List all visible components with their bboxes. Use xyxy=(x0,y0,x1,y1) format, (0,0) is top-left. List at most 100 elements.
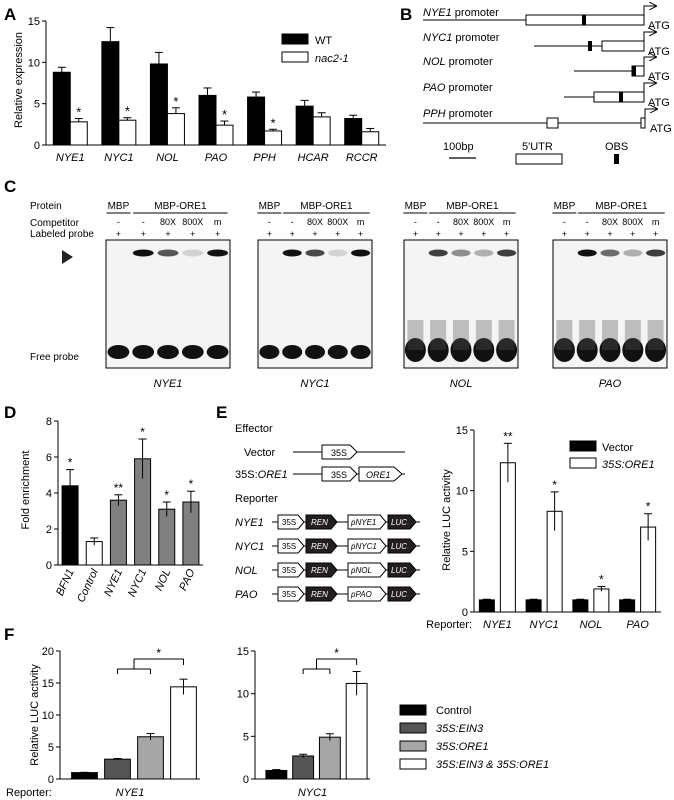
significance-mark: * xyxy=(552,478,557,492)
competitor-value: - xyxy=(268,217,271,227)
atg-label: ATG xyxy=(648,20,670,32)
ore1-effector-label: 35S:ORE1 xyxy=(235,469,288,481)
promoter-35s-arrow xyxy=(321,444,358,460)
mbp-ore1-label: MBP-ORE1 xyxy=(300,201,353,212)
shifted-band xyxy=(207,249,229,257)
bar xyxy=(215,124,234,146)
effector-title: Effector xyxy=(235,423,273,435)
significance-mark: * xyxy=(599,573,604,587)
significance-mark: * xyxy=(164,488,169,502)
panel-f-letter: F xyxy=(4,625,14,644)
free-probe-band xyxy=(206,345,229,359)
y-tick-label: 10 xyxy=(237,689,249,701)
ore1-cds-arrow xyxy=(358,466,403,482)
p35s-box xyxy=(277,538,305,554)
reporter-promoter-box xyxy=(347,562,387,578)
obs-legend-mark xyxy=(614,154,619,164)
legend-nac-swatch xyxy=(281,51,309,63)
p35s-label: 35S xyxy=(282,542,296,551)
legend-swatch xyxy=(399,722,427,734)
p35s-label: 35S xyxy=(282,590,296,599)
smear xyxy=(556,320,573,350)
panel-e-ylabel: Relative LUC activity xyxy=(441,469,453,571)
gel-label: PAO xyxy=(599,378,622,390)
mbp-label: MBP xyxy=(554,201,576,212)
free-probe-band xyxy=(259,345,280,359)
shifted-band xyxy=(646,249,666,257)
legend-wt-swatch xyxy=(281,33,309,45)
obs-mark xyxy=(588,41,592,51)
reporter-promoter-box xyxy=(347,586,387,602)
free-probe-band xyxy=(473,338,495,362)
atg-label: ATG xyxy=(648,97,670,109)
competitor-value: m xyxy=(503,217,511,227)
utr-legend-label: 5'UTR xyxy=(522,141,553,153)
bar xyxy=(198,94,217,146)
probe-value: + xyxy=(630,229,635,239)
probe-value: + xyxy=(413,229,418,239)
smear xyxy=(602,320,618,350)
panel-b: B NYE1 promoter ATG NYC1 promoter ATG NO… xyxy=(400,5,672,165)
bar xyxy=(265,769,288,780)
shifted-band xyxy=(451,249,471,257)
probe-value: + xyxy=(458,229,463,239)
legend-swatch xyxy=(399,758,427,770)
probe-value: + xyxy=(116,229,121,239)
legend-label: 35S:EIN3 xyxy=(436,723,484,735)
panel-e-letter: E xyxy=(216,403,227,422)
shift-arrow xyxy=(62,250,73,264)
p35s-box xyxy=(277,514,305,530)
bar xyxy=(149,63,168,146)
bar xyxy=(166,113,185,146)
significance-mark: * xyxy=(222,107,227,122)
shifted-band xyxy=(600,249,620,257)
shifted-band xyxy=(282,249,302,257)
x-tick-label: PAO xyxy=(626,619,649,631)
reporter-promoter-label: pPAO xyxy=(350,590,372,599)
legend-nac-label: nac2-1 xyxy=(315,53,349,65)
bar xyxy=(361,131,380,146)
legend-ore1-swatch xyxy=(569,457,597,469)
free-probe-band xyxy=(645,338,667,362)
shifted-band xyxy=(474,249,494,257)
probe-value: + xyxy=(653,229,658,239)
probe-value: + xyxy=(436,229,441,239)
bar xyxy=(109,499,127,566)
promoter-label-nol: NOL promoter xyxy=(423,56,493,68)
row-competitor-label: Competitor xyxy=(30,218,80,229)
free-probe-band xyxy=(450,338,472,362)
reporter-label: NYE1 xyxy=(235,517,264,529)
competitor-value: 80X xyxy=(160,217,176,227)
reporter-promoter-box xyxy=(347,538,387,554)
probe-value: + xyxy=(562,229,567,239)
significance-mark: * xyxy=(76,105,81,120)
bar xyxy=(118,119,137,146)
luc-box xyxy=(387,538,417,554)
bar xyxy=(344,118,363,146)
promoter-label-nye1: NYE1 promoter xyxy=(423,7,499,19)
bar xyxy=(345,682,368,780)
luc-box xyxy=(387,562,417,578)
panel-d-ylabel: Fold enrichment xyxy=(20,451,32,530)
reporter-constructs: NYE1 35S REN pNYE1 LUC NYC1 35S REN pNYC1 LUC NOL 3… xyxy=(235,514,420,602)
gel-nye1: MBP MBP-ORE1-+-+80X+800X+m+NYE1 xyxy=(105,201,231,390)
reporter-promoter-label: pNYE1 xyxy=(350,518,376,527)
x-tick-label: NYE1 xyxy=(102,567,125,598)
x-tick-label: NOL xyxy=(153,567,173,593)
mbp-label: MBP xyxy=(259,201,281,212)
panel-d-letter: D xyxy=(4,403,16,422)
free-probe-band xyxy=(132,345,155,359)
significance-mark: * xyxy=(189,477,194,491)
x-tick-label: NYC1 xyxy=(298,787,327,799)
smear xyxy=(647,320,664,350)
p35s-label: 35S xyxy=(282,518,296,527)
x-tick-label: BFN1 xyxy=(54,567,77,598)
reporter-label: PAO xyxy=(235,589,258,601)
x-tick-label: NOL xyxy=(156,152,179,164)
obs-mark xyxy=(632,66,636,76)
free-probe-band xyxy=(553,338,575,362)
legend-swatch xyxy=(399,740,427,752)
mbp-ore1-label: MBP-ORE1 xyxy=(595,201,648,212)
y-tick-label: 15 xyxy=(456,425,468,437)
